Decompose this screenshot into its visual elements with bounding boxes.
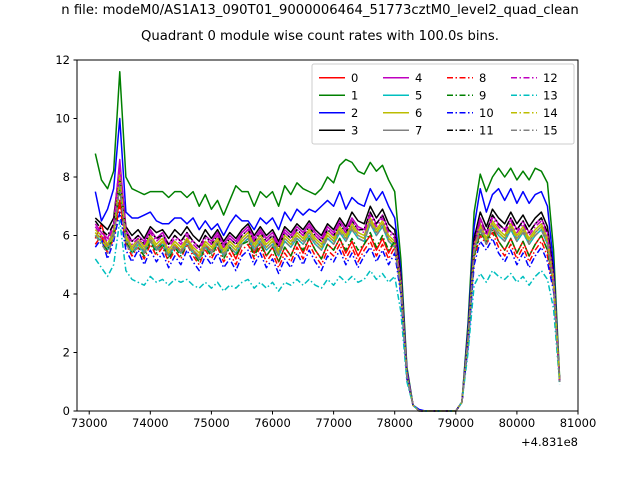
- y-tick-label: 6: [63, 229, 70, 243]
- series-line-1: [94, 70, 561, 412]
- x-tick-label: 75000: [193, 416, 230, 430]
- legend-label-1: 1: [351, 88, 358, 102]
- series-line-9: [94, 187, 561, 412]
- series-line-15: [94, 185, 561, 412]
- legend-label-14: 14: [543, 106, 558, 120]
- axes-frame: [76, 59, 579, 412]
- legend-label-2: 2: [351, 106, 358, 120]
- figure-suptitle: n file: modeM0/AS1A13_090T01_9000006464_…: [0, 3, 640, 19]
- legend-label-4: 4: [415, 71, 422, 85]
- x-tick-label: 78000: [376, 416, 413, 430]
- legend-label-15: 15: [543, 123, 558, 137]
- legend-label-8: 8: [479, 71, 486, 85]
- y-tick-label: 12: [55, 53, 70, 67]
- x-axis-offset-label: +4.831e8: [521, 435, 578, 449]
- legend-label-9: 9: [479, 88, 486, 102]
- series-line-8: [94, 205, 561, 412]
- x-tick-label: 73000: [71, 416, 108, 430]
- axes-title: Quadrant 0 module wise count rates with …: [141, 29, 499, 44]
- series-line-13: [94, 220, 561, 412]
- x-tick-label: 74000: [132, 416, 169, 430]
- series-line-6: [94, 170, 561, 412]
- y-tick-label: 2: [63, 346, 70, 360]
- legend-label-0: 0: [351, 71, 358, 85]
- series-line-2: [94, 117, 561, 412]
- legend-label-13: 13: [543, 88, 558, 102]
- legend-background: [311, 63, 575, 145]
- legend-label-5: 5: [415, 88, 422, 102]
- series-line-4: [94, 158, 561, 412]
- y-tick-label: 0: [63, 404, 70, 418]
- series-line-3: [94, 164, 561, 412]
- x-tick-label: 76000: [254, 416, 291, 430]
- x-tick-label: 79000: [438, 416, 475, 430]
- y-tick-label: 4: [63, 287, 70, 301]
- x-tick-label: 81000: [560, 416, 597, 430]
- x-tick-label: 77000: [315, 416, 352, 430]
- x-tick-label: 80000: [499, 416, 536, 430]
- legend-label-6: 6: [415, 106, 422, 120]
- figure-suptitle-text: n file: modeM0/AS1A13_090T01_9000006464_…: [61, 3, 579, 18]
- y-tick-label: 10: [55, 112, 70, 126]
- axis-ticks: 73000 74000 75000 76000 77000 78000 79000 80000…: [55, 53, 596, 430]
- legend-label-3: 3: [351, 123, 358, 137]
- legend-label-12: 12: [543, 71, 558, 85]
- series-line-12: [94, 167, 561, 412]
- legend-label-7: 7: [415, 123, 422, 137]
- legend-label-11: 11: [479, 123, 494, 137]
- legend-label-10: 10: [479, 106, 494, 120]
- series-line-10: [94, 211, 561, 412]
- series-line-14: [94, 176, 561, 412]
- y-tick-label: 8: [63, 170, 70, 184]
- series-group: [94, 70, 561, 412]
